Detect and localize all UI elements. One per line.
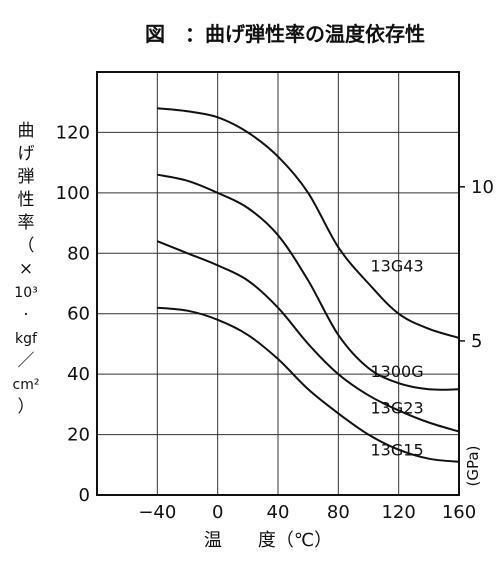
y2-ticks: 5 10 (459, 177, 494, 352)
x-tick-label: 160 (442, 502, 476, 523)
y-axis-label-char: kgf (15, 331, 38, 347)
y-axis-label-char: · (23, 305, 28, 325)
series-line-13g23 (156, 240, 460, 433)
series-line-1300g (157, 173, 460, 391)
x-tick-label: 0 (212, 502, 223, 523)
x-axis-label: 温 度（℃） (204, 530, 332, 551)
y-axis-label-char: 10³ (14, 285, 37, 301)
y2-axis-label: (GPa) (464, 446, 482, 487)
y2-tick-label: 10 (471, 177, 494, 198)
y-axis-label-char: （ (18, 236, 35, 256)
x-ticks: −40 0 40 80 120 160 (138, 502, 476, 523)
y-tick-label: 40 (67, 364, 90, 385)
y-axis-label-char: ／ (18, 351, 35, 371)
y-axis-label-char: 性 (18, 190, 35, 210)
chart-title: 図 ：曲げ弾性率の温度依存性 (145, 22, 425, 46)
y-axis-label: 曲げ弾性率 （ × 10³ · kgf ／ cm² ） (13, 121, 40, 417)
y-tick-label: 20 (67, 425, 90, 446)
y-axis-label-char: cm² (13, 377, 40, 393)
x-tick-label: 120 (381, 502, 415, 523)
y-axis-label-char: ） (18, 397, 35, 417)
y-tick-label: 60 (67, 304, 90, 325)
y-axis-label-char: × (19, 259, 33, 279)
plot-frame (96, 71, 460, 496)
x-tick-label: 80 (327, 502, 350, 523)
series-labels: 13G43 1300G 13G23 13G15 (371, 256, 424, 459)
y-tick-label: 100 (56, 183, 90, 204)
gridlines (97, 72, 460, 495)
y-axis-label-char: 弾 (18, 167, 35, 187)
series-label: 13G23 (371, 398, 424, 417)
y-ticks: 0 20 40 60 80 100 120 (56, 122, 90, 506)
y-axis-label-char: 率 (18, 213, 35, 233)
y-tick-label: 0 (79, 485, 90, 506)
series-lines (156, 107, 460, 463)
y-tick-label: 120 (56, 122, 90, 143)
series-line-13g43 (157, 107, 460, 339)
series-line-13g15 (157, 306, 460, 463)
y-tick-label: 80 (67, 243, 90, 264)
y-axis-label-char: 曲 (18, 121, 35, 141)
y-axis-label-char: げ (18, 144, 35, 164)
x-tick-label: −40 (138, 502, 176, 523)
series-label: 13G15 (371, 441, 424, 460)
y2-tick-label: 5 (471, 331, 482, 352)
x-tick-label: 40 (267, 502, 290, 523)
series-label: 13G43 (371, 256, 424, 275)
series-label: 1300G (371, 362, 424, 381)
